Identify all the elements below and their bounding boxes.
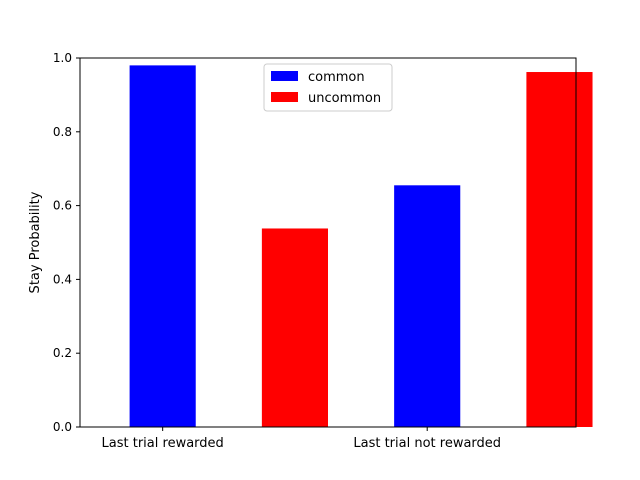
legend-swatch-common (271, 71, 298, 81)
x-axis: Last trial rewarded Last trial not reward… (102, 427, 501, 451)
x-tick-label: Last trial not rewarded (353, 436, 501, 451)
bars-group (129, 65, 593, 427)
y-tick-label: 0.8 (53, 125, 72, 139)
y-tick-label: 0.0 (53, 420, 72, 434)
y-tick-label: 0.2 (53, 346, 72, 360)
bar-common-1 (394, 185, 461, 427)
y-tick-label: 1.0 (53, 51, 72, 65)
y-tick-label: 0.6 (53, 199, 72, 213)
legend-label-common: common (308, 70, 365, 85)
y-axis: 0.0 0.2 0.4 0.6 0.8 1.0 (53, 51, 80, 434)
bar-uncommon-1 (526, 72, 593, 427)
legend-label-uncommon: uncommon (308, 91, 381, 106)
y-tick-label: 0.4 (53, 272, 72, 286)
bar-uncommon-0 (261, 228, 328, 427)
legend-swatch-uncommon (271, 92, 298, 102)
legend: common uncommon (263, 63, 393, 112)
x-tick-label: Last trial rewarded (102, 436, 224, 451)
bar-common-0 (129, 65, 196, 427)
y-axis-label: Stay Probability (28, 191, 43, 293)
plot-frame (79, 57, 577, 428)
